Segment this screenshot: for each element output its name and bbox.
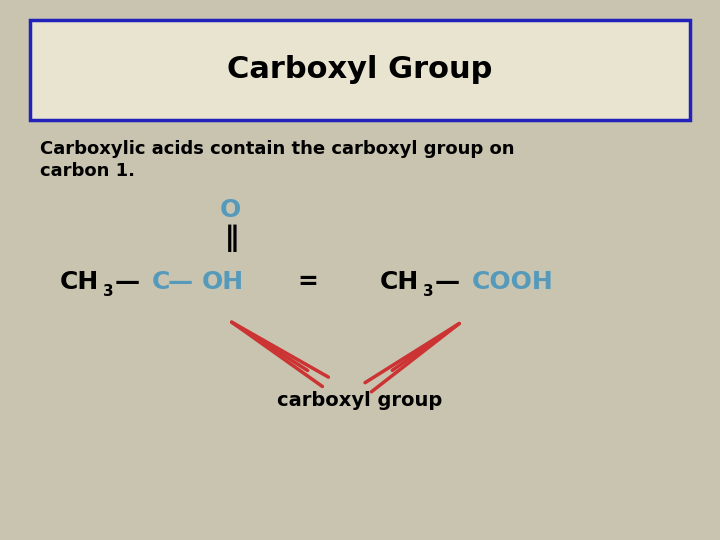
Text: 3: 3 [103, 285, 114, 300]
Text: C: C [152, 270, 171, 294]
Text: 3: 3 [423, 285, 433, 300]
Text: OH: OH [202, 270, 244, 294]
Text: Carboxyl Group: Carboxyl Group [228, 56, 492, 84]
Text: carboxyl group: carboxyl group [277, 390, 443, 409]
Text: —: — [168, 270, 193, 294]
FancyBboxPatch shape [30, 20, 690, 120]
Text: COOH: COOH [472, 270, 554, 294]
Text: carbon 1.: carbon 1. [40, 162, 135, 180]
Text: CH: CH [60, 270, 99, 294]
Text: ∥: ∥ [225, 224, 239, 252]
Text: —: — [115, 270, 140, 294]
Text: =: = [297, 270, 318, 294]
Text: O: O [220, 198, 240, 222]
Text: Carboxylic acids contain the carboxyl group on: Carboxylic acids contain the carboxyl gr… [40, 140, 515, 158]
Text: CH: CH [380, 270, 419, 294]
Text: —: — [435, 270, 460, 294]
